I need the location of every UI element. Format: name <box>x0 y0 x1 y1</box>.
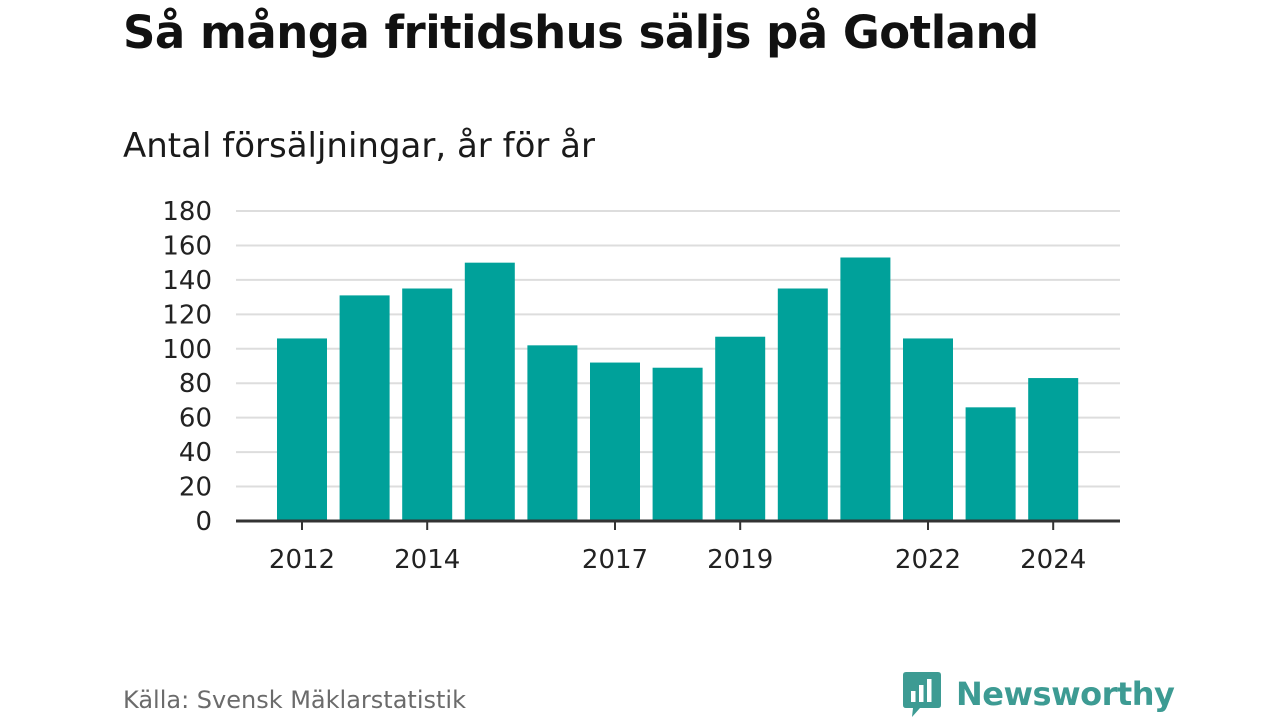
bar-2016[interactable] <box>527 345 578 521</box>
bar-2019[interactable] <box>715 336 766 521</box>
y-tick-label: 40 <box>179 438 212 468</box>
newsworthy-chat-bar-icon <box>903 672 941 717</box>
y-axis-labels: 0 20 40 60 80 100 120 140 160 180 <box>162 197 212 537</box>
chart-subtitle: Antal försäljningar, år för år <box>123 126 595 166</box>
y-tick-label: 160 <box>162 231 212 261</box>
bar-2015[interactable] <box>464 262 515 521</box>
bar-2023[interactable] <box>965 407 1016 521</box>
x-tick-label: 2012 <box>269 545 335 575</box>
y-tick-label: 180 <box>162 197 212 227</box>
bar-2022[interactable] <box>903 338 953 521</box>
y-tick-label: 140 <box>162 266 212 296</box>
logo-text: Newsworthy <box>956 675 1175 713</box>
bar-2013[interactable] <box>339 295 390 521</box>
bar-2018[interactable] <box>652 367 703 521</box>
bar-2017[interactable] <box>590 362 640 521</box>
source-text: Källa: Svensk Mäklarstatistik <box>123 686 466 714</box>
bar-2012[interactable] <box>277 338 327 521</box>
bar-2024[interactable] <box>1028 378 1079 521</box>
y-tick-label: 60 <box>179 404 212 434</box>
bars <box>277 257 1079 522</box>
bar-2021[interactable] <box>840 257 891 522</box>
x-tick-label: 2024 <box>1020 545 1086 575</box>
x-tick-label: 2014 <box>394 545 460 575</box>
y-tick-label: 80 <box>179 369 212 399</box>
y-tick-label: 20 <box>179 473 212 503</box>
bar-2020[interactable] <box>777 288 828 522</box>
y-tick-label: 0 <box>195 507 212 537</box>
x-axis-labels: 2012 2014 2017 2019 2022 2024 <box>269 545 1086 575</box>
y-tick-label: 100 <box>162 335 212 365</box>
x-axis <box>236 519 1120 530</box>
x-tick-label: 2019 <box>707 545 773 575</box>
y-tick-label: 120 <box>162 300 212 330</box>
x-tick-label: 2022 <box>895 545 961 575</box>
newsworthy-logo[interactable]: Newsworthy <box>902 670 1175 718</box>
chart-title: Så många fritidshus säljs på Gotland <box>123 6 1039 59</box>
bar-2014[interactable] <box>402 288 453 522</box>
x-tick-label: 2017 <box>582 545 648 575</box>
